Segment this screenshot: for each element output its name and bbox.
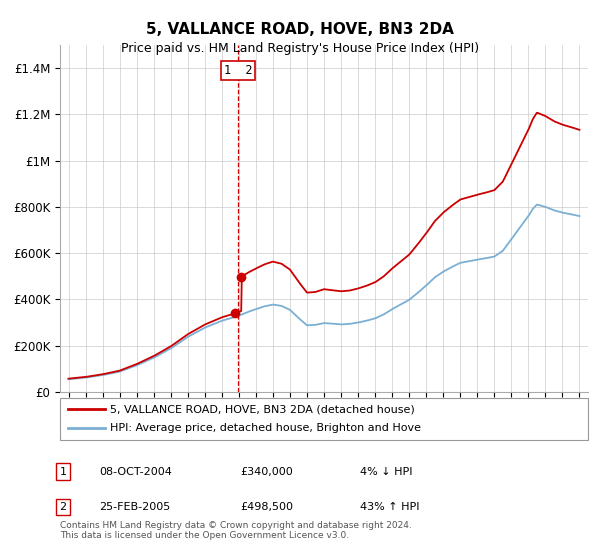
Text: £498,500: £498,500 — [240, 502, 293, 512]
Text: 25-FEB-2005: 25-FEB-2005 — [99, 502, 170, 512]
Text: 1  2: 1 2 — [224, 64, 252, 77]
Text: 43% ↑ HPI: 43% ↑ HPI — [360, 502, 419, 512]
Text: £340,000: £340,000 — [240, 466, 293, 477]
FancyBboxPatch shape — [60, 398, 588, 440]
Text: 4% ↓ HPI: 4% ↓ HPI — [360, 466, 413, 477]
Text: 08-OCT-2004: 08-OCT-2004 — [99, 466, 172, 477]
Text: 1: 1 — [59, 466, 67, 477]
Text: HPI: Average price, detached house, Brighton and Hove: HPI: Average price, detached house, Brig… — [110, 423, 421, 433]
Text: Price paid vs. HM Land Registry's House Price Index (HPI): Price paid vs. HM Land Registry's House … — [121, 42, 479, 55]
Text: 2: 2 — [59, 502, 67, 512]
Text: 5, VALLANCE ROAD, HOVE, BN3 2DA (detached house): 5, VALLANCE ROAD, HOVE, BN3 2DA (detache… — [110, 404, 415, 414]
Text: 5, VALLANCE ROAD, HOVE, BN3 2DA: 5, VALLANCE ROAD, HOVE, BN3 2DA — [146, 22, 454, 38]
Text: Contains HM Land Registry data © Crown copyright and database right 2024.
This d: Contains HM Land Registry data © Crown c… — [60, 521, 412, 540]
